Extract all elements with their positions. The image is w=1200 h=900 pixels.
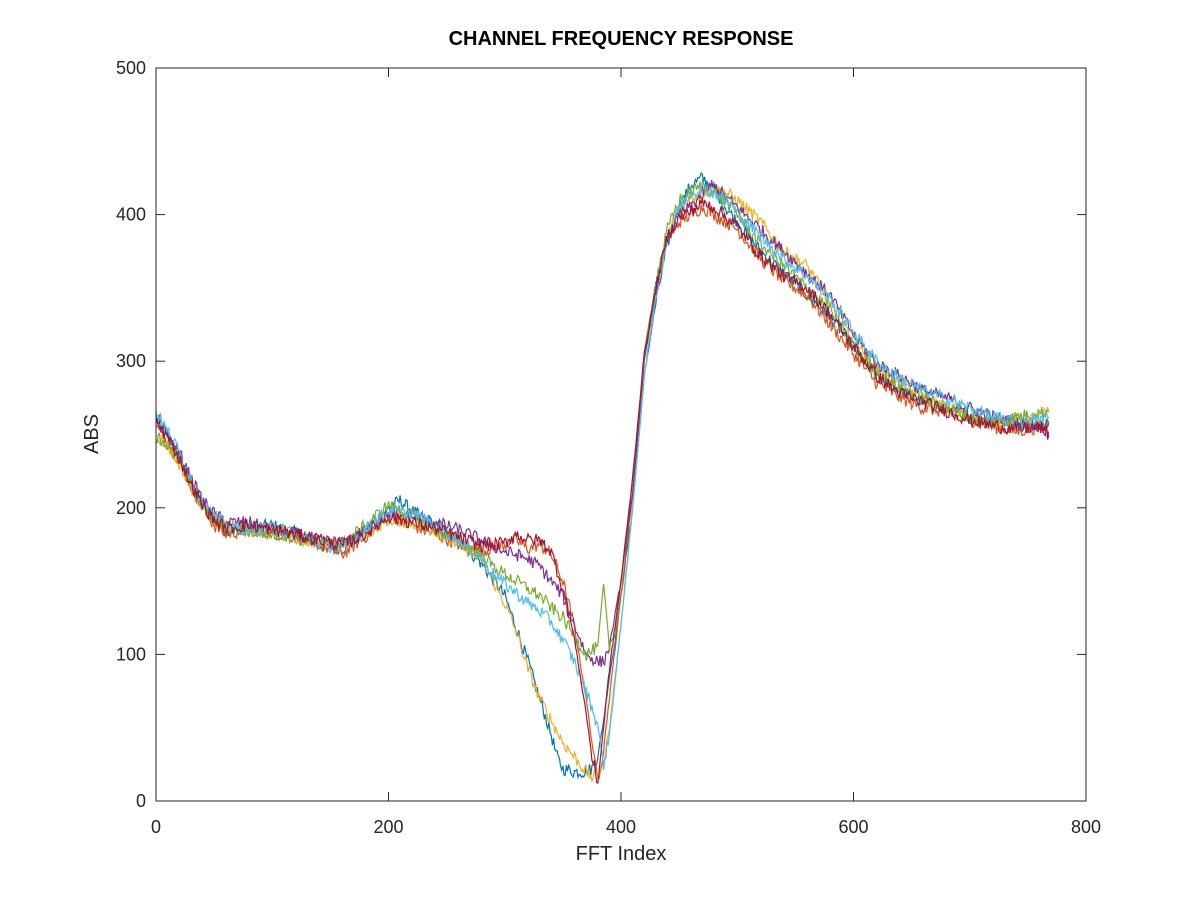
series-line-4 [155, 180, 1050, 668]
y-tick-label: 100 [116, 644, 146, 664]
y-tick-label: 300 [116, 351, 146, 371]
y-tick-label: 500 [116, 58, 146, 78]
x-tick-label: 800 [1071, 817, 1101, 837]
x-tick-label: 0 [151, 817, 161, 837]
tick-layer: 0 200 400 600 800 0 100 200 300 400 500 [116, 58, 1101, 837]
y-tick-label: 0 [136, 791, 146, 811]
x-axis-label: FFT Index [576, 843, 667, 865]
y-tick-label: 200 [116, 498, 146, 518]
x-tick-label: 600 [838, 817, 868, 837]
x-tick-label: 400 [606, 817, 636, 837]
chart-title: CHANNEL FREQUENCY RESPONSE [449, 28, 794, 50]
y-tick-label: 400 [116, 205, 146, 225]
x-tick-label: 200 [373, 817, 403, 837]
series-layer [155, 171, 1050, 785]
y-axis-label: ABS [81, 414, 103, 454]
series-line-7 [155, 197, 1050, 785]
series-line-6 [155, 182, 1050, 771]
